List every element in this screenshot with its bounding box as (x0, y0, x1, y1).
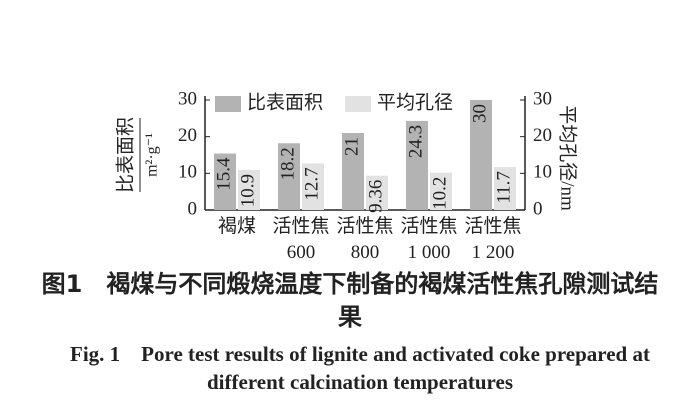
x-tick-label: 褐煤 (217, 216, 256, 237)
legend-swatch (345, 96, 371, 112)
x-tick-label: 活性焦 1 200 (464, 216, 522, 263)
caption-cn-text: 褐煤与不同煅烧温度下制备的褐煤活性焦孔隙测试结果 (106, 270, 659, 331)
value-label: 11.7 (493, 171, 514, 204)
value-label: 30 (469, 104, 490, 123)
y2-label: 平均孔径/nm (557, 105, 579, 211)
caption-en: Fig. 1 Pore test results of lignite and … (60, 340, 660, 396)
bar (342, 133, 364, 210)
caption-cn: 图1 褐煤与不同煅烧温度下制备的褐煤活性焦孔隙测试结果 (30, 268, 670, 334)
caption-en-text: Pore test results of lignite and activat… (141, 342, 650, 394)
value-label: 9.36 (365, 180, 386, 213)
value-label: 24.3 (405, 125, 426, 158)
legend-label: 平均孔径 (377, 91, 453, 113)
value-label: 12.7 (301, 167, 322, 200)
y-label: 比表面积 (114, 117, 136, 193)
bar (366, 175, 388, 210)
bar (406, 120, 428, 210)
legend-label: 比表面积 (247, 91, 323, 113)
caption-en-label: Fig. 1 (70, 342, 121, 366)
bar (494, 167, 516, 210)
legend-swatch (215, 96, 241, 112)
bar (302, 163, 324, 210)
y-tick-label: 0 (188, 198, 198, 219)
y2-tick-label: 30 (533, 88, 552, 109)
y-unit: m²·g⁻¹ (144, 133, 161, 177)
bar (238, 170, 260, 210)
value-label: 10.9 (237, 174, 258, 207)
value-label: 18.2 (277, 147, 298, 180)
bar (278, 143, 300, 210)
bar (430, 172, 452, 210)
x-tick-label: 活性焦 600 (272, 216, 330, 263)
x-tick-label: 活性焦 800 (336, 216, 394, 263)
value-label: 21 (341, 137, 362, 156)
caption-cn-label: 图1 (41, 270, 83, 298)
value-label: 15.4 (213, 157, 234, 191)
y2-tick-label: 0 (533, 198, 543, 219)
y2-tick-label: 10 (533, 162, 552, 183)
y2-tick-label: 20 (533, 125, 552, 146)
y-tick-label: 10 (178, 162, 197, 183)
y-tick-label: 30 (178, 88, 197, 109)
x-tick-label: 活性焦 1 000 (400, 216, 458, 263)
y-tick-label: 20 (178, 125, 197, 146)
bar (470, 100, 492, 210)
value-label: 10.2 (429, 177, 450, 210)
bar (214, 153, 236, 210)
